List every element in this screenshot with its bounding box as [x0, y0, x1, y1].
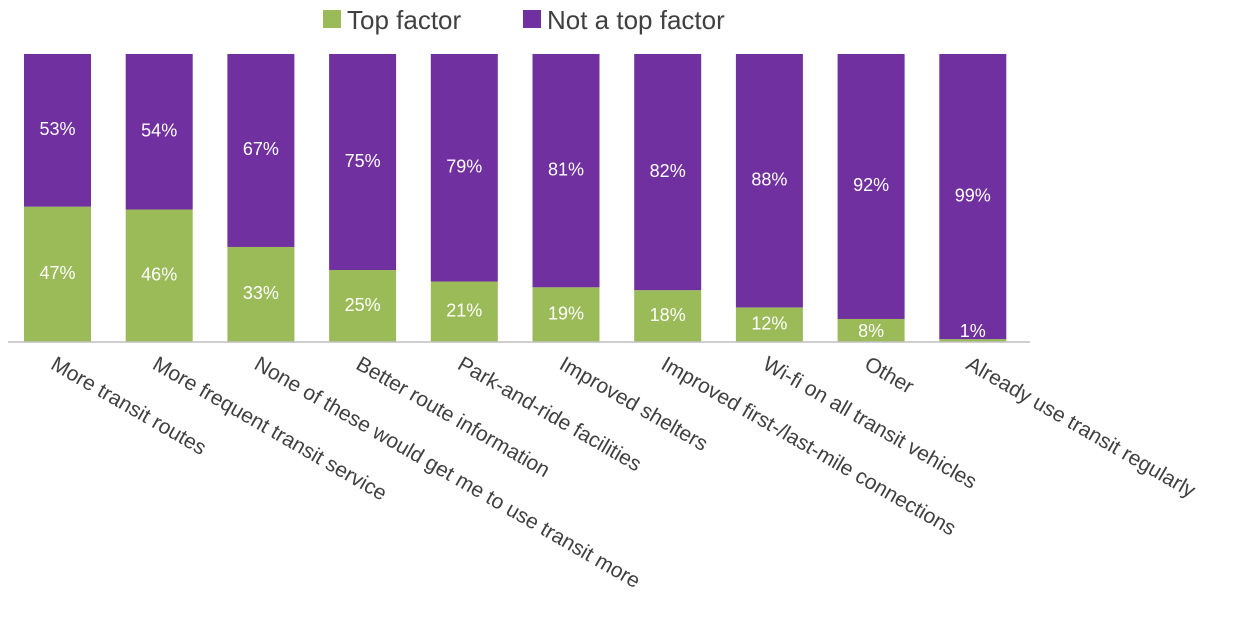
bar-not-a-top-factor-improved-shelters	[532, 54, 600, 288]
bar-top-factor-other	[837, 318, 905, 342]
data-label-not-a-top-factor-wi-fi-on-all-transit-vehicles: 88%	[751, 169, 787, 189]
legend-swatch-not-a-top-factor	[523, 10, 541, 28]
data-labels-group: 53% 47% 54% 46% 67% 33% 75% 25% 79% 21% 81% 19% 82% 1…	[39, 119, 990, 341]
data-label-top-factor-more-transit-routes: 47%	[39, 263, 75, 283]
bar-top-factor-more-frequent-transit-service	[125, 209, 193, 342]
data-label-top-factor-other: 8%	[858, 321, 884, 341]
bar-top-factor-already-use-transit-regularly	[939, 339, 1007, 342]
legend-label-not-a-top-factor: Not a top factor	[547, 5, 725, 35]
bar-not-a-top-factor-none-of-these-would-get-me-to-use-transit-more	[227, 54, 295, 247]
data-label-not-a-top-factor-more-frequent-transit-service: 54%	[141, 121, 177, 141]
data-label-top-factor-improved-first-last-mile-connections: 18%	[650, 305, 686, 325]
data-label-not-a-top-factor-better-route-information: 75%	[345, 151, 381, 171]
data-label-not-a-top-factor-none-of-these-would-get-me-to-use-transit-more: 67%	[243, 139, 279, 159]
legend: Top factor Not a top factor	[323, 5, 725, 35]
category-label-already-use-transit-regularly: Already use transit regularly	[962, 352, 1199, 502]
data-label-not-a-top-factor-more-transit-routes: 53%	[39, 119, 75, 139]
data-label-not-a-top-factor-other: 92%	[853, 175, 889, 195]
bar-top-factor-none-of-these-would-get-me-to-use-transit-more	[227, 246, 295, 342]
bar-top-factor-improved-shelters	[532, 287, 600, 342]
bar-top-factor-more-transit-routes	[24, 206, 91, 342]
category-label-park-and-ride-facilities: Park-and-ride facilities	[454, 352, 645, 476]
bar-not-a-top-factor-already-use-transit-regularly	[939, 54, 1007, 340]
bar-not-a-top-factor-improved-first-last-mile-connections	[634, 54, 702, 291]
bar-top-factor-park-and-ride-facilities	[430, 281, 498, 342]
bar-not-a-top-factor-other	[837, 54, 905, 319]
bar-top-factor-improved-first-last-mile-connections	[634, 290, 702, 342]
data-label-top-factor-improved-shelters: 19%	[548, 303, 584, 323]
data-label-top-factor-better-route-information: 25%	[345, 295, 381, 315]
data-label-top-factor-none-of-these-would-get-me-to-use-transit-more: 33%	[243, 283, 279, 303]
legend-label-top-factor: Top factor	[347, 5, 462, 35]
data-label-not-a-top-factor-park-and-ride-facilities: 79%	[446, 157, 482, 177]
data-label-not-a-top-factor-improved-shelters: 81%	[548, 159, 584, 179]
category-label-other: Other	[861, 352, 918, 398]
bar-not-a-top-factor-more-frequent-transit-service	[125, 54, 193, 210]
bar-not-a-top-factor-wi-fi-on-all-transit-vehicles	[735, 54, 803, 308]
data-label-top-factor-wi-fi-on-all-transit-vehicles: 12%	[751, 313, 787, 333]
data-label-not-a-top-factor-improved-first-last-mile-connections: 82%	[650, 161, 686, 181]
data-label-top-factor-already-use-transit-regularly: 1%	[960, 321, 986, 341]
data-label-top-factor-more-frequent-transit-service: 46%	[141, 265, 177, 285]
bar-not-a-top-factor-park-and-ride-facilities	[430, 54, 498, 282]
bars-group	[24, 54, 1007, 342]
bar-not-a-top-factor-better-route-information	[329, 54, 397, 270]
data-label-top-factor-park-and-ride-facilities: 21%	[446, 301, 482, 321]
data-label-not-a-top-factor-already-use-transit-regularly: 99%	[955, 185, 991, 205]
bar-top-factor-better-route-information	[329, 270, 397, 342]
legend-swatch-top-factor	[323, 10, 341, 28]
bar-top-factor-wi-fi-on-all-transit-vehicles	[735, 307, 803, 342]
bar-not-a-top-factor-more-transit-routes	[24, 54, 91, 207]
